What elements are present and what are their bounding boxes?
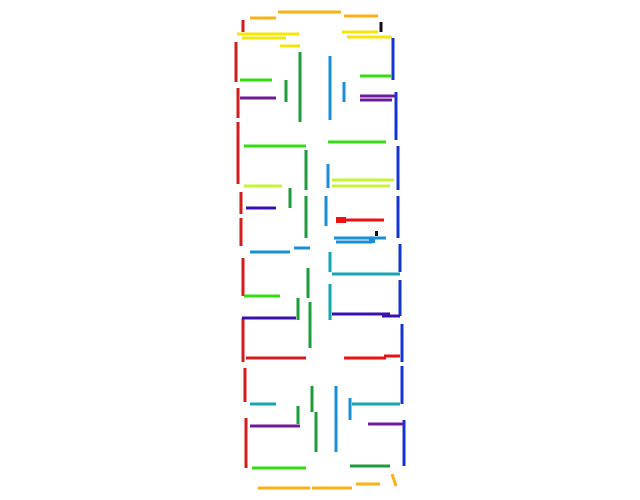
fixture-marker (375, 231, 378, 236)
fixture-marker (369, 239, 375, 243)
fixture-marker (336, 217, 346, 223)
wall-segment-orange (390, 473, 398, 487)
